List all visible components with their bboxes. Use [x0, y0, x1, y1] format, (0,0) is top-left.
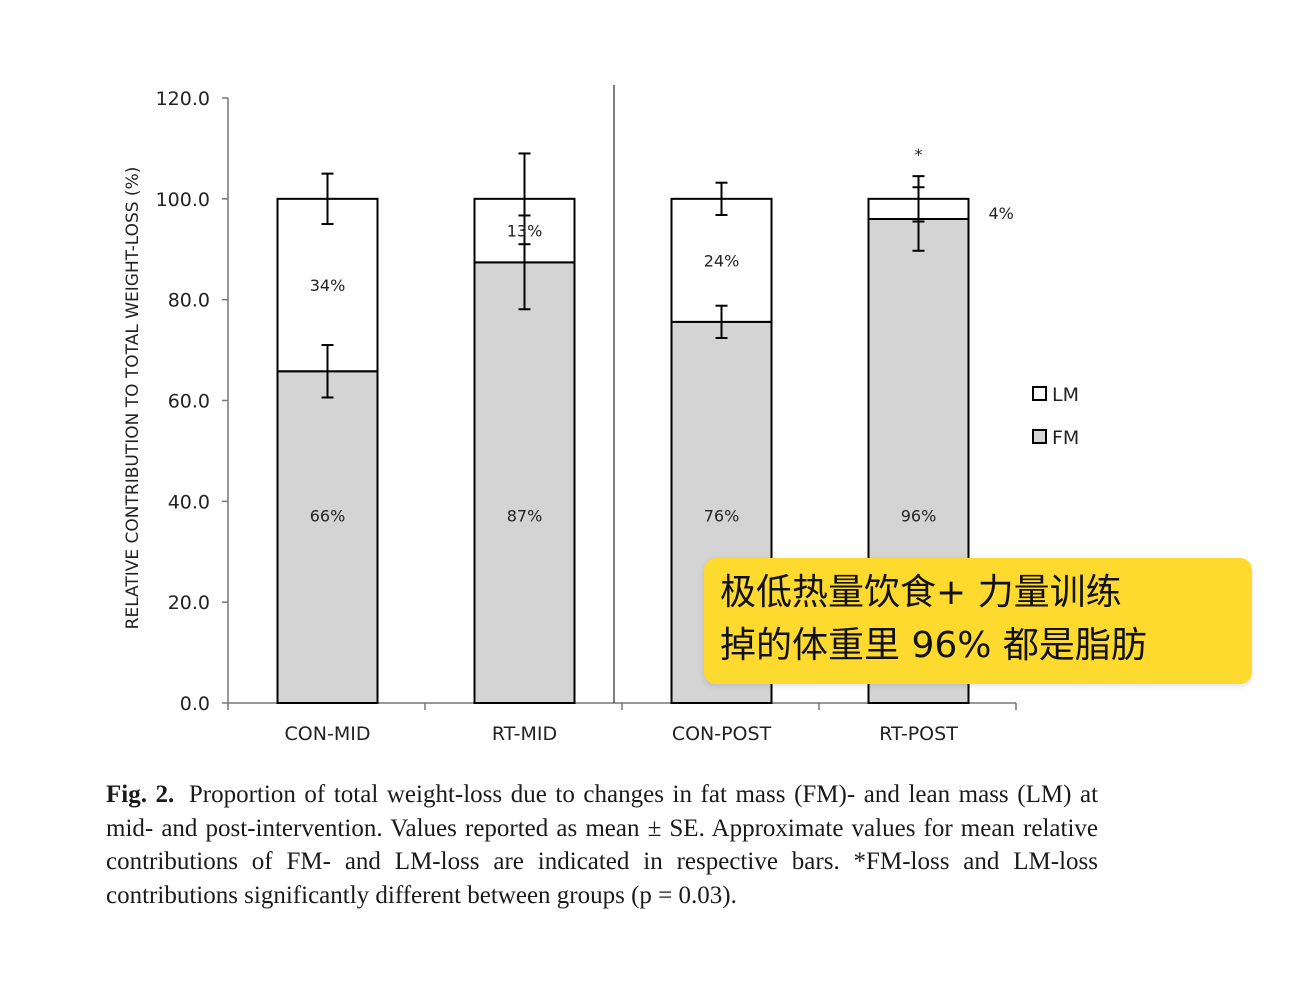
- y-tick-label: 60.0: [168, 391, 210, 413]
- bar-label-lm: 13%: [507, 222, 543, 241]
- x-category-label: RT-MID: [492, 723, 557, 745]
- figure-caption: Fig. 2. Proportion of total weight-loss …: [106, 778, 1098, 912]
- y-axis-label: RELATIVE CONTRIBUTION TO TOTAL WEIGHT-LO…: [123, 167, 143, 630]
- legend-label-fm: FM: [1052, 427, 1079, 449]
- x-category-label: CON-MID: [285, 723, 371, 745]
- bar-label-fm: 66%: [310, 507, 346, 526]
- stacked-bar-chart: 0.0 20.0 40.0 60.0 80.0 100.0 120.0 RELATIVE CO…: [123, 85, 1079, 745]
- highlight-callout: 极低热量饮食+ 力量训练 掉的体重里 96% 都是脂肪: [704, 558, 1252, 684]
- bar-label-lm: 4%: [989, 204, 1014, 223]
- bar-fm-con-mid: [276, 370, 379, 704]
- bar-label-fm: 96%: [901, 507, 937, 526]
- y-tick-label: 40.0: [168, 491, 210, 513]
- y-tick-label: 0.0: [180, 693, 210, 715]
- legend-label-lm: LM: [1052, 384, 1079, 406]
- significance-marker: *: [915, 145, 923, 164]
- legend-swatch-lm: [1032, 386, 1047, 401]
- y-tick-label: 120.0: [156, 88, 210, 110]
- x-category-label: CON-POST: [672, 723, 772, 745]
- y-tick-label: 20.0: [168, 592, 210, 614]
- bar-lm-con-post: [670, 197, 773, 323]
- x-category-label: RT-POST: [879, 723, 958, 745]
- bar-fm-rt-mid: [473, 261, 576, 704]
- legend-swatch-fm: [1032, 429, 1047, 444]
- bar-label-lm: 34%: [310, 276, 346, 295]
- chart-area: 0.0 20.0 40.0 60.0 80.0 100.0 120.0 RELATIVE CO…: [123, 85, 1079, 745]
- caption-text: Proportion of total weight-loss due to c…: [106, 781, 1099, 909]
- y-tick-label: 100.0: [156, 189, 210, 211]
- bar-label-lm: 24%: [704, 251, 740, 270]
- callout-line-1: 极低热量饮食+ 力量训练: [720, 572, 1122, 613]
- bar-label-fm: 87%: [507, 507, 543, 526]
- y-tick-label: 80.0: [168, 290, 210, 312]
- figure-number: Fig. 2.: [106, 781, 175, 808]
- callout-line-2: 掉的体重里 96% 都是脂肪: [720, 625, 1147, 666]
- bar-label-fm: 76%: [704, 507, 740, 526]
